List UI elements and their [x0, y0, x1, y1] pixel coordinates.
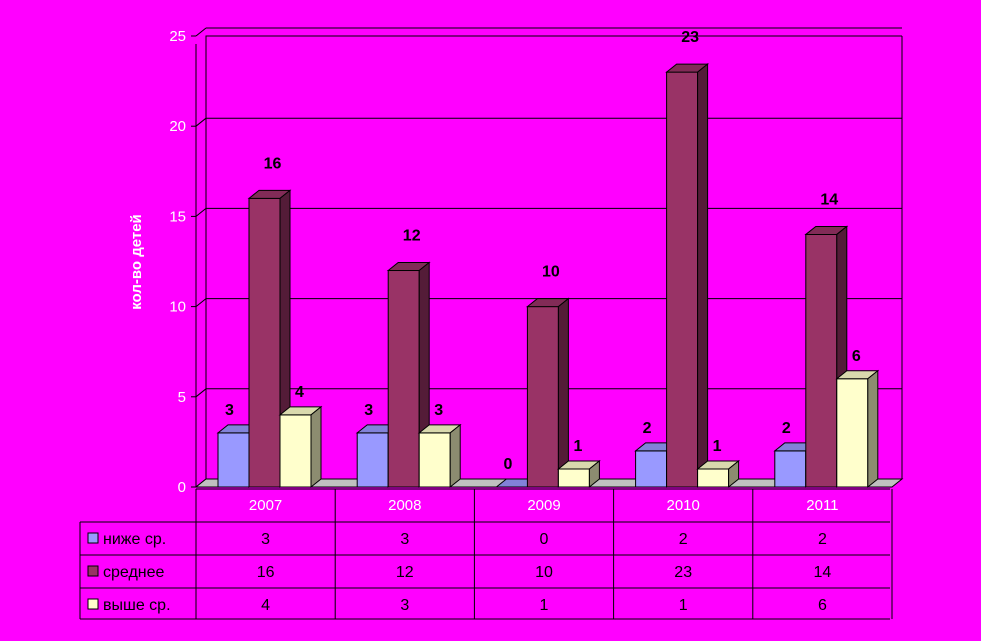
x-tick-label: 2010 — [667, 497, 700, 514]
data-label: 1 — [713, 438, 722, 455]
bar — [525, 297, 570, 489]
data-label: 4 — [295, 384, 304, 401]
bar — [556, 459, 601, 489]
gridline-side — [195, 117, 207, 127]
table-row: среднее 16 12 10 23 14 — [87, 564, 832, 581]
gridline-side — [195, 298, 207, 307]
table-row: ниже ср. 3 3 0 2 2 — [87, 531, 827, 548]
data-table: 2007 2008 2009 2010 2011 ниже ср. 3 3 0 2 2 среднее… — [79, 488, 893, 620]
data-label: 23 — [681, 29, 699, 46]
table-cell: 4 — [261, 597, 270, 614]
data-label: 12 — [403, 228, 421, 245]
legend-key — [87, 565, 99, 577]
x-tick-label: 2009 — [527, 497, 560, 514]
y-tick-label: 15 — [169, 208, 186, 225]
table-cell: 14 — [814, 564, 832, 581]
bars — [216, 63, 880, 489]
data-label: 3 — [434, 402, 443, 419]
table-cell: 2 — [818, 531, 827, 548]
y-axis: 0 5 10 15 20 25 — [169, 28, 197, 496]
data-label: 16 — [264, 155, 282, 172]
bar — [835, 369, 880, 489]
table-cell: 3 — [400, 531, 409, 548]
legend-key — [87, 532, 99, 544]
x-tick-label: 2008 — [388, 497, 421, 514]
table-cell: 0 — [540, 531, 549, 548]
table-cell: 3 — [400, 597, 409, 614]
data-label: 1 — [573, 438, 582, 455]
bar — [665, 63, 710, 489]
bar — [278, 405, 323, 489]
table-cell: 1 — [540, 597, 549, 614]
y-tick-label: 5 — [178, 389, 186, 406]
data-label: 14 — [820, 191, 838, 208]
table-cell: 2 — [679, 531, 688, 548]
gridline-side — [195, 27, 207, 37]
y-tick-label: 10 — [169, 299, 186, 316]
x-tick-label: 2011 — [806, 497, 838, 514]
gridline-side — [195, 388, 207, 398]
table-cell: 16 — [257, 564, 275, 581]
data-label: 2 — [782, 420, 791, 437]
table-cell: 10 — [535, 564, 553, 581]
x-tick-label: 2007 — [249, 497, 282, 514]
bar — [696, 459, 741, 489]
y-tick-label: 0 — [178, 479, 186, 496]
gridline-side — [195, 208, 207, 217]
table-cell: 1 — [679, 597, 688, 614]
legend-label: ниже ср. — [103, 531, 166, 548]
table-cell: 6 — [818, 597, 827, 614]
table-cell: 12 — [396, 564, 414, 581]
legend-label: выше ср. — [103, 597, 171, 614]
data-label: 3 — [225, 402, 234, 419]
y-axis-title: кол-во детей — [128, 214, 145, 310]
data-label: 2 — [643, 420, 652, 437]
y-tick-label: 25 — [169, 28, 186, 45]
table-row: выше ср. 4 3 1 1 6 — [87, 597, 827, 614]
data-label: 6 — [852, 348, 861, 365]
data-label: 0 — [503, 456, 512, 473]
legend-label: среднее — [103, 564, 165, 581]
y-tick-label: 20 — [169, 118, 186, 135]
data-label: 10 — [542, 264, 560, 281]
table-cell: 23 — [674, 564, 692, 581]
legend-key — [87, 598, 99, 610]
table-cell: 3 — [261, 531, 270, 548]
data-label: 3 — [364, 402, 373, 419]
bar — [417, 423, 462, 489]
